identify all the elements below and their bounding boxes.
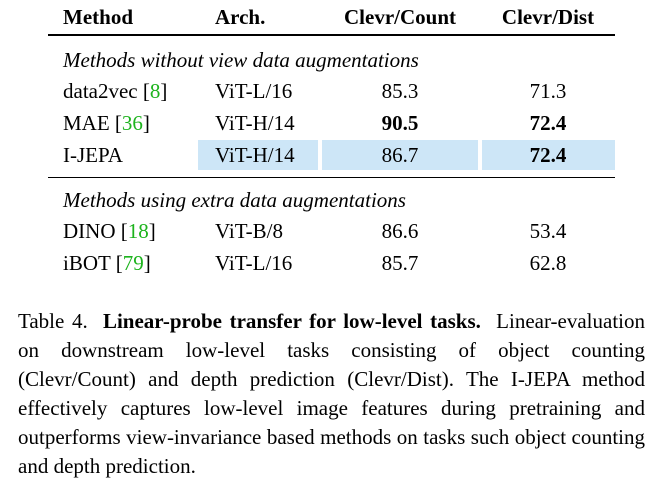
dist-cell: 72.4 (529, 111, 567, 135)
method-name: DINO (63, 219, 116, 243)
citation-bracket: [ (114, 111, 122, 135)
arch-cell: ViT-L/16 (215, 251, 293, 275)
method-name: I-JEPA (63, 143, 123, 167)
arch-cell: ViT-L/16 (215, 79, 293, 103)
citation-number: 18 (127, 219, 149, 243)
dist-cell: 71.3 (529, 79, 567, 103)
citation-bracket: [ (120, 219, 128, 243)
caption-label: Table 4. (18, 309, 88, 333)
method-cell: DINO [18] (63, 219, 156, 243)
citation-bracket: [ (142, 79, 150, 103)
dist-cell: 72.4 (529, 143, 567, 167)
column-header: Arch. (215, 5, 266, 29)
top-rule (48, 34, 615, 36)
row-highlight (482, 140, 615, 170)
citation-bracket: ] (160, 79, 168, 103)
method-cell: I-JEPA (63, 143, 123, 167)
arch-cell: ViT-B/8 (215, 219, 283, 243)
section-label: Methods using extra data augmentations (63, 188, 406, 212)
column-header: Clevr/Count (344, 5, 456, 29)
caption-text: Linear-evaluation on downstream low-leve… (18, 309, 645, 478)
citation-number: 8 (149, 79, 161, 103)
citation-number: 79 (122, 251, 144, 275)
caption-title: Linear-probe transfer for low-level task… (102, 309, 481, 333)
citation-bracket: ] (143, 251, 151, 275)
method-cell: MAE [36] (63, 111, 150, 135)
count-cell: 85.3 (381, 79, 419, 103)
caption: Table 4. Linear-probe transfer for low-l… (18, 307, 645, 481)
section-rule (48, 177, 615, 178)
dist-cell: 53.4 (529, 219, 567, 243)
method-cell: data2vec [8] (63, 79, 167, 103)
section-label: Methods without view data augmentations (63, 48, 419, 72)
count-cell: 85.7 (381, 251, 419, 275)
method-cell: iBOT [79] (63, 251, 151, 275)
count-cell: 86.6 (381, 219, 419, 243)
method-name: MAE (63, 111, 110, 135)
arch-cell: ViT-H/14 (215, 111, 295, 135)
column-header: Clevr/Dist (501, 5, 595, 29)
count-cell: 86.7 (381, 143, 419, 167)
citation-bracket: ] (142, 111, 150, 135)
citation-number: 36 (121, 111, 143, 135)
citation-bracket: [ (115, 251, 123, 275)
row-highlight (322, 140, 478, 170)
count-cell: 90.5 (381, 111, 419, 135)
column-header: Method (63, 5, 133, 29)
citation-bracket: ] (148, 219, 156, 243)
method-name: iBOT (63, 251, 111, 275)
dist-cell: 62.8 (529, 251, 567, 275)
row-highlight (198, 140, 318, 170)
method-name: data2vec (63, 79, 138, 103)
arch-cell: ViT-H/14 (215, 143, 295, 167)
